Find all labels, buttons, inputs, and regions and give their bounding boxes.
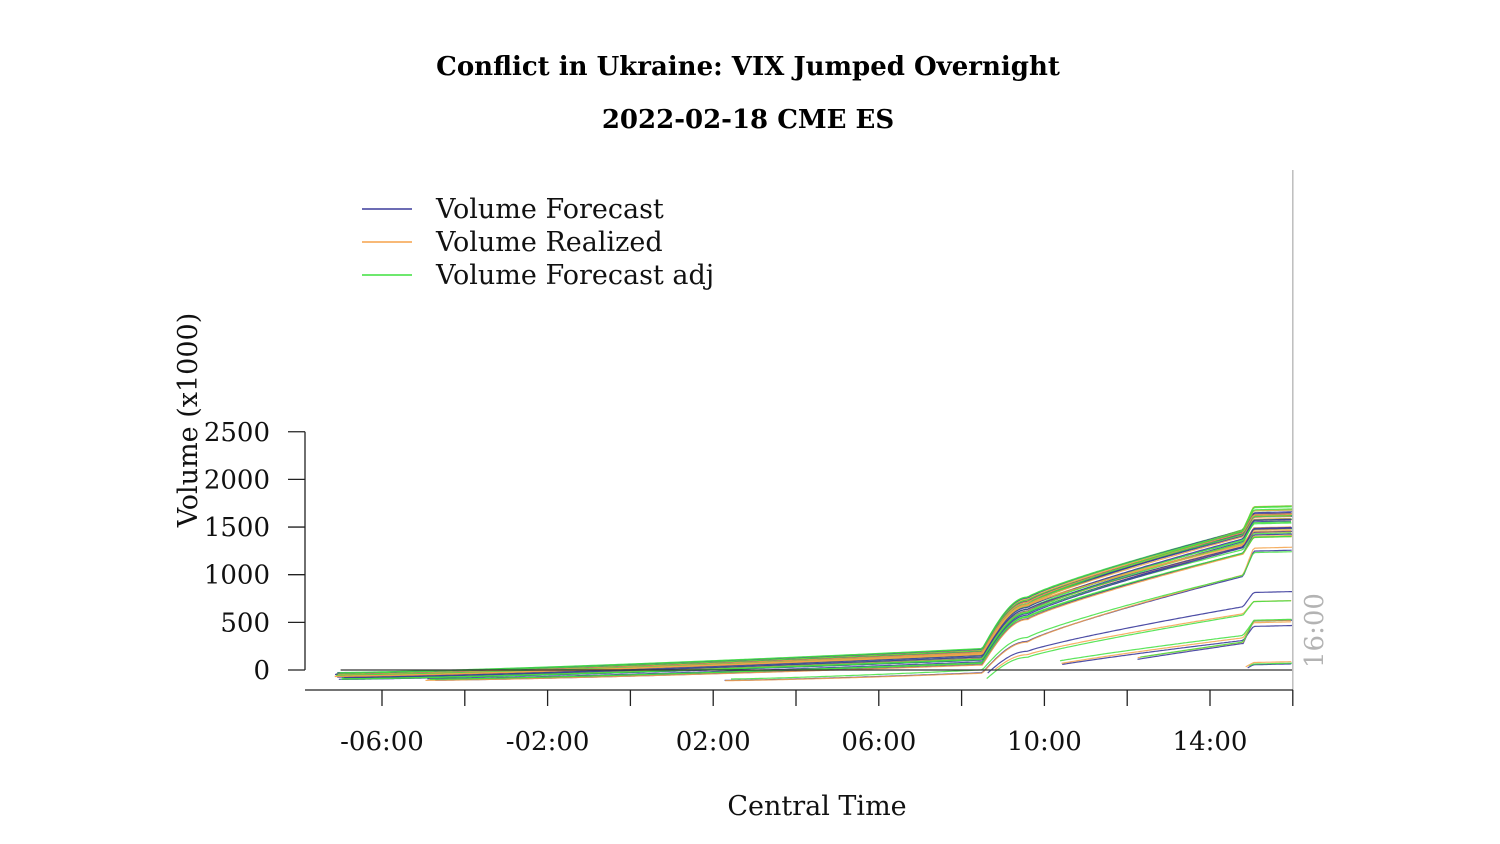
x-tick-label: 14:00 bbox=[1173, 727, 1248, 757]
y-tick-label: 1000 bbox=[204, 561, 270, 591]
series-line-forecast bbox=[341, 513, 1292, 676]
y-axis: 0 500 1000 1500 2000 2500 bbox=[204, 418, 306, 686]
y-axis-label: Volume (x1000) bbox=[173, 313, 204, 528]
series-line-forecast-adj bbox=[430, 535, 1292, 680]
series-line-realized bbox=[1245, 661, 1292, 668]
series-line-forecast-adj bbox=[1249, 662, 1293, 667]
x-tick-label: 02:00 bbox=[676, 727, 751, 757]
y-tick-label: 0 bbox=[253, 656, 270, 686]
legend-label-forecast-adj: Volume Forecast adj bbox=[435, 260, 714, 291]
series-line-forecast bbox=[337, 512, 1292, 674]
y-tick-label: 2000 bbox=[204, 465, 270, 495]
series-line-realized bbox=[338, 514, 1291, 674]
x-tick-label: 06:00 bbox=[841, 727, 916, 757]
x-axis: -06:00 -02:00 02:00 06:00 10:00 14:00 bbox=[305, 689, 1294, 757]
series-line-forecast-adj bbox=[346, 513, 1293, 677]
legend-label-realized: Volume Realized bbox=[435, 227, 663, 258]
series-line-forecast-adj bbox=[339, 515, 1293, 674]
series-line-forecast-adj bbox=[346, 528, 1293, 678]
close-time-label: 16:00 bbox=[1300, 593, 1330, 668]
series-line-realized bbox=[340, 513, 1291, 676]
x-tick-label: 10:00 bbox=[1007, 727, 1082, 757]
x-tick-label: -06:00 bbox=[340, 727, 424, 757]
series-line-forecast bbox=[337, 518, 1292, 678]
series-line-realized bbox=[334, 528, 1292, 677]
series-line-forecast bbox=[1247, 663, 1292, 669]
legend: Volume Forecast Volume Realized Volume F… bbox=[362, 194, 714, 291]
series-line-forecast-adj bbox=[341, 518, 1292, 679]
chart-subtitle: 2022-02-18 CME ES bbox=[602, 105, 894, 135]
series-line-forecast bbox=[427, 527, 1293, 680]
series-line-forecast bbox=[344, 515, 1293, 676]
y-tick-label: 1500 bbox=[204, 513, 270, 543]
x-tick-label: -02:00 bbox=[506, 727, 590, 757]
series-line-forecast bbox=[334, 518, 1292, 676]
series-line-realized bbox=[994, 600, 1292, 670]
series-line-realized bbox=[334, 529, 1292, 678]
legend-label-forecast: Volume Forecast bbox=[435, 194, 664, 225]
series-line-realized bbox=[1061, 621, 1292, 664]
x-axis-label: Central Time bbox=[727, 791, 906, 822]
series-line-forecast-adj bbox=[337, 513, 1292, 674]
y-tick-label: 2500 bbox=[204, 418, 270, 448]
series-line-forecast bbox=[1062, 624, 1293, 665]
series-line-forecast bbox=[987, 591, 1292, 674]
y-tick-label: 500 bbox=[220, 608, 270, 638]
series-line-forecast-adj bbox=[1140, 618, 1292, 658]
series-line-forecast bbox=[344, 530, 1293, 679]
chart-title: Conflict in Ukraine: VIX Jumped Overnigh… bbox=[436, 52, 1060, 82]
series-line-realized bbox=[425, 534, 1293, 681]
series-line-forecast-adj bbox=[731, 551, 1292, 680]
series-line-forecast-adj bbox=[986, 600, 1291, 680]
series-lines bbox=[334, 505, 1293, 682]
